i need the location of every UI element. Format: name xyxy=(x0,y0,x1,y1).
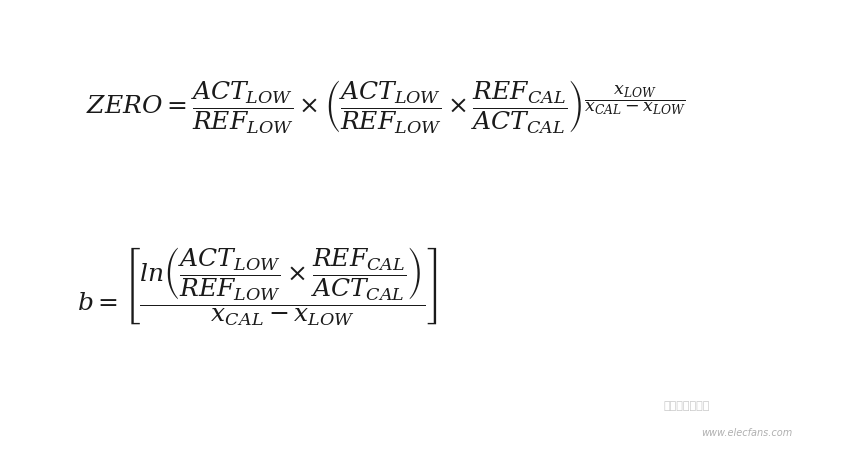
Text: $\mathit{ZERO} = \dfrac{\mathit{ACT}_{LOW}}{\mathit{REF}_{LOW}} \times \left(\df: $\mathit{ZERO} = \dfrac{\mathit{ACT}_{LO… xyxy=(86,77,686,135)
Text: $\mathit{b} = \left[\dfrac{\mathit{ln}\left(\dfrac{\mathit{ACT}_{LOW}}{\mathit{R: $\mathit{b} = \left[\dfrac{\mathit{ln}\l… xyxy=(77,245,438,327)
Text: 嵌入式硬件研发: 嵌入式硬件研发 xyxy=(663,401,710,411)
Text: www.elecfans.com: www.elecfans.com xyxy=(701,428,792,438)
